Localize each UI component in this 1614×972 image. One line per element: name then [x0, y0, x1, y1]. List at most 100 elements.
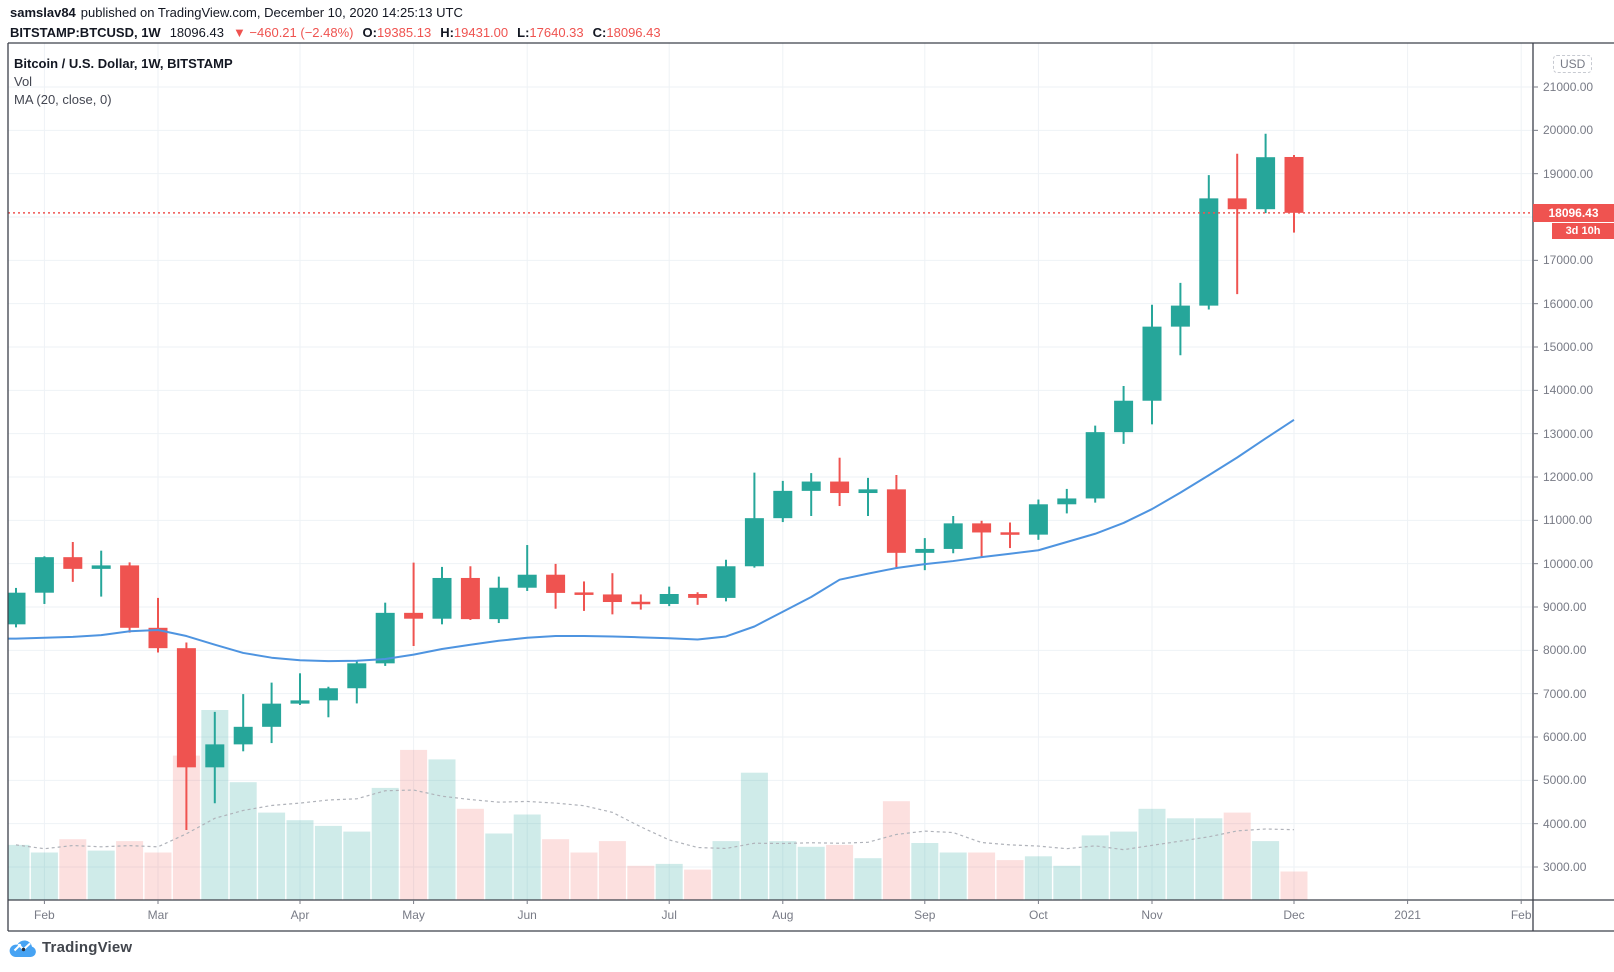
price-tick-label: 10000.00: [1543, 556, 1594, 571]
volume-bar: [116, 841, 144, 900]
high-label: H:: [440, 25, 454, 40]
tradingview-logo[interactable]: TradingView: [8, 936, 132, 958]
candle-body: [318, 688, 338, 701]
candle-body: [1284, 156, 1304, 213]
volume-bar: [343, 831, 371, 900]
time-tick-label: Feb: [1510, 908, 1532, 922]
time-tick-label: Aug: [772, 908, 794, 922]
volume-bar: [30, 852, 58, 900]
volume-bar: [1280, 871, 1308, 900]
time-tick-label: Mar: [147, 908, 169, 922]
candle-body: [176, 648, 196, 768]
volume-bar: [144, 852, 172, 900]
volume-bar: [314, 825, 342, 900]
volume-bar: [286, 820, 314, 900]
candle-body: [233, 726, 253, 745]
candle-body: [546, 574, 566, 593]
candle-body: [972, 523, 992, 533]
axis-ticks: [43, 86, 1538, 904]
volume-bar: [1252, 841, 1280, 900]
price-tick-label: 7000.00: [1543, 686, 1587, 701]
volume-bar: [8, 844, 30, 900]
time-tick-label: Feb: [34, 908, 55, 922]
time-tick-label: Oct: [1029, 908, 1048, 922]
volume-bar: [1081, 835, 1109, 900]
open-label: O:: [362, 25, 377, 40]
time-tick-label: Sep: [914, 908, 936, 922]
price-tick-label: 5000.00: [1543, 773, 1587, 788]
price-tick-label: 16000.00: [1543, 296, 1594, 311]
price-tick-label: 13000.00: [1543, 426, 1594, 441]
chart-legend[interactable]: Bitcoin / U.S. Dollar, 1W, BITSTAMP Vol …: [14, 55, 233, 109]
price-tick-label: 9000.00: [1543, 599, 1587, 614]
price-tick-label: 12000.00: [1543, 469, 1594, 484]
legend-title: Bitcoin / U.S. Dollar, 1W, BITSTAMP: [14, 56, 233, 71]
candle-body: [1256, 157, 1276, 210]
volume-bar: [59, 839, 87, 900]
volume-bar: [1195, 818, 1223, 900]
candle-body: [120, 565, 140, 628]
time-tick-label: Nov: [1141, 908, 1163, 922]
cloud-logo-icon: [9, 940, 36, 958]
volume-bar: [1166, 818, 1194, 900]
candlestick-layer: [8, 133, 1304, 830]
chart-frame: [7, 42, 1614, 932]
price-tick-label: 17000.00: [1543, 253, 1594, 268]
legend-volume: Vol: [14, 74, 33, 89]
candle-body: [262, 703, 282, 727]
time-tick-label: Jul: [661, 908, 677, 922]
volume-bar: [598, 841, 626, 900]
high-value: 19431.00: [453, 25, 509, 40]
candle-body: [1170, 305, 1190, 327]
published-text: published on TradingView.com, December 1…: [80, 5, 463, 20]
price-tick-label: 15000.00: [1543, 339, 1594, 354]
volume-bar: [911, 843, 939, 900]
open-value: 19385.13: [376, 25, 432, 40]
volume-bar: [1138, 808, 1166, 900]
volume-bar: [939, 852, 967, 900]
bar-countdown-badge: 3d 10h: [1552, 223, 1614, 239]
published-line: samslav84 published on TradingView.com, D…: [10, 5, 463, 20]
volume-bar: [655, 863, 683, 900]
ma20-line: [8, 418, 1295, 663]
candle-body: [91, 565, 111, 569]
price-tick-label: 11000.00: [1543, 513, 1593, 528]
username: samslav84: [10, 5, 76, 20]
volume-bar: [485, 833, 513, 900]
close-label: C:: [592, 25, 607, 40]
candle-body: [943, 523, 963, 549]
volume-bar: [229, 782, 257, 900]
candle-body: [1000, 532, 1020, 535]
candle-body: [517, 574, 537, 588]
price-tick-label: 20000.00: [1543, 123, 1594, 138]
volume-bar: [996, 860, 1024, 900]
symbol-label: BITSTAMP:BTCUSD, 1W: [10, 25, 161, 40]
candle-body: [602, 594, 622, 603]
time-tick-label: Jun: [517, 908, 537, 922]
candle-body: [1085, 432, 1105, 499]
volume-bar: [968, 852, 996, 900]
candle-body: [659, 593, 679, 604]
currency-badge: USD: [1553, 55, 1593, 73]
volume-bar: [684, 869, 712, 900]
volume-bar: [570, 852, 598, 900]
candle-body: [1057, 498, 1077, 505]
time-tick-label: 2021: [1394, 908, 1421, 922]
candle-body: [8, 592, 26, 625]
candle-body: [858, 489, 878, 494]
candle-body: [1028, 504, 1048, 535]
candle-body: [290, 700, 310, 704]
price-tick-label: 6000.00: [1543, 729, 1587, 744]
volume-bar: [740, 772, 768, 900]
candle-body: [801, 481, 821, 491]
volume-bar: [797, 846, 825, 900]
plot-layer: [8, 133, 1308, 900]
quote-line: BITSTAMP:BTCUSD, 1W 18096.43 ▼ −460.21 (−2…: [10, 25, 661, 40]
candle-body: [404, 612, 424, 619]
candle-body: [1142, 326, 1162, 401]
volume-bar: [428, 759, 456, 900]
volume-bar: [542, 839, 570, 900]
time-tick-label: Dec: [1283, 908, 1305, 922]
